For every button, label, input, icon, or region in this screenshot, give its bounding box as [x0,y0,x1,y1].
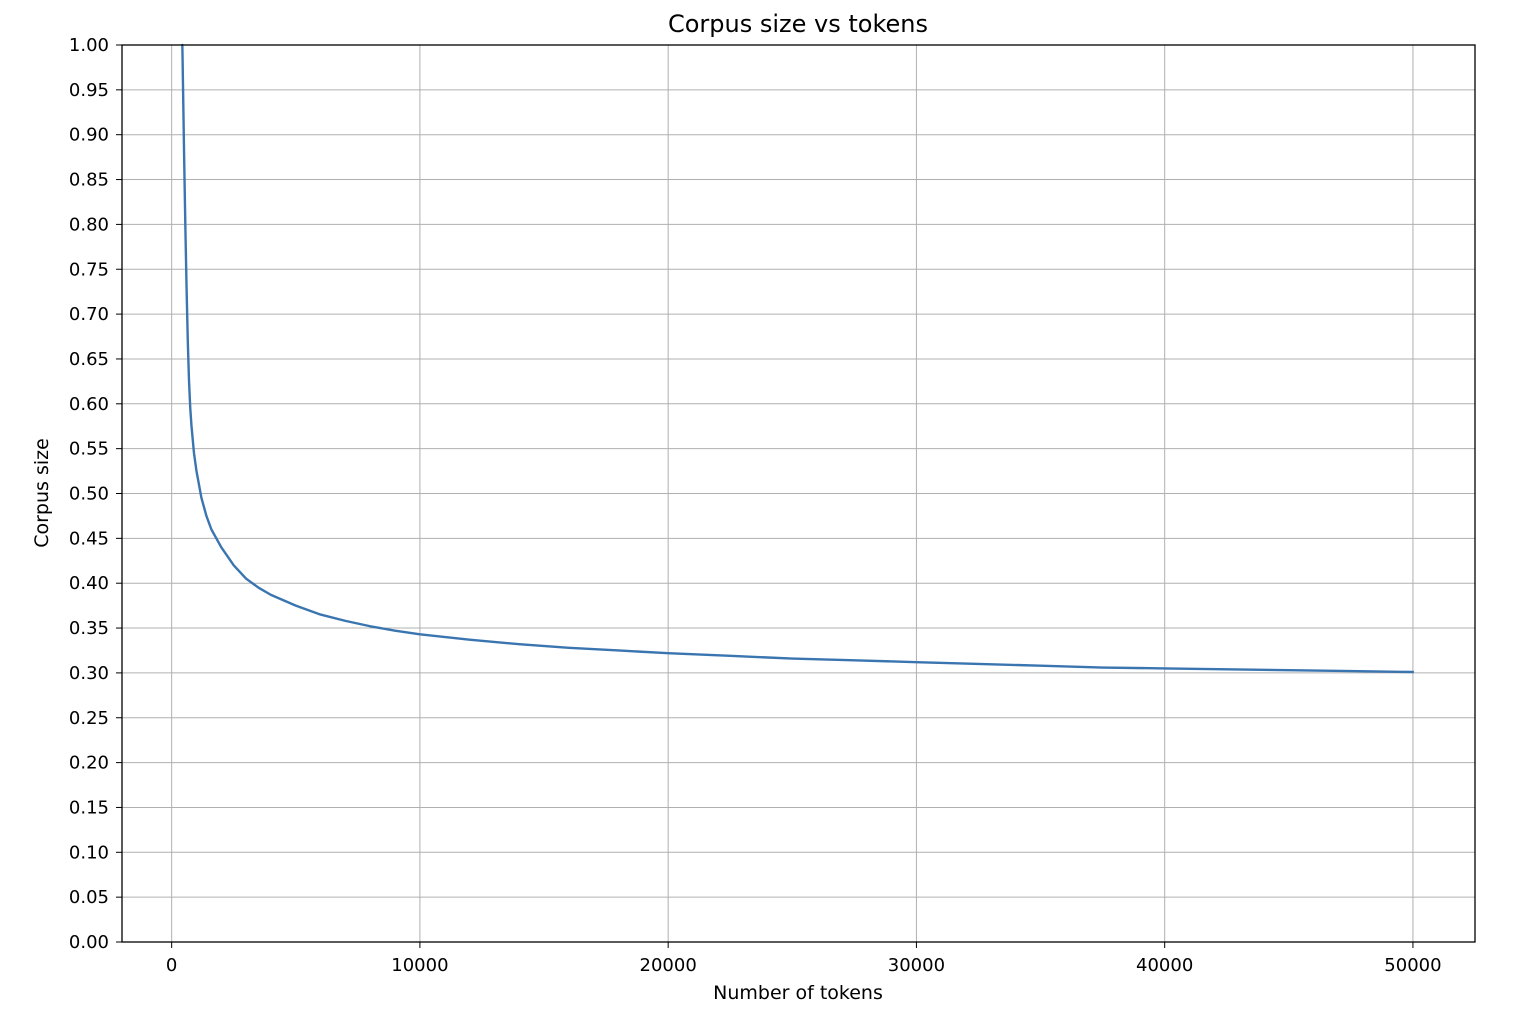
y-tick-label: 0.45 [69,528,109,549]
x-tick-label: 10000 [391,955,448,976]
y-tick-label: 0.90 [69,125,109,146]
tick-layer: 0 10000 20000 30000 40000 50000 0.00 0.05 0.10 0.… [69,35,1442,976]
x-tick-label: 30000 [888,955,945,976]
chart-title: Corpus size vs tokens [668,10,928,38]
y-tick-label: 0.20 [69,753,109,774]
y-tick-label: 0.60 [69,394,109,415]
y-tick-label: 1.00 [69,35,109,56]
x-tick-label: 50000 [1384,955,1441,976]
y-axis-label: Corpus size [31,438,53,548]
y-tick-label: 0.15 [69,797,109,818]
x-axis-label: Number of tokens [713,982,883,1004]
grid-layer [122,44,1475,943]
y-tick-label: 0.85 [69,170,109,191]
y-tick-label: 0.50 [69,484,109,505]
y-tick-label: 0.55 [69,439,109,460]
y-tick-label: 0.00 [69,932,109,953]
x-tick-label: 20000 [640,955,697,976]
y-tick-label: 0.80 [69,214,109,235]
series-layer [181,43,1415,674]
x-tick-label: 40000 [1136,955,1193,976]
y-tick-label: 0.70 [69,304,109,325]
y-tick-label: 0.35 [69,618,109,639]
y-tick-label: 0.05 [69,887,109,908]
series-line-0 [181,43,1415,674]
y-tick-label: 0.75 [69,259,109,280]
y-tick-label: 0.25 [69,708,109,729]
y-tick-label: 0.65 [69,349,109,370]
x-tick-label: 0 [166,955,177,976]
y-tick-label: 0.95 [69,80,109,101]
y-tick-label: 0.40 [69,573,109,594]
y-tick-label: 0.30 [69,663,109,684]
y-tick-label: 0.10 [69,842,109,863]
